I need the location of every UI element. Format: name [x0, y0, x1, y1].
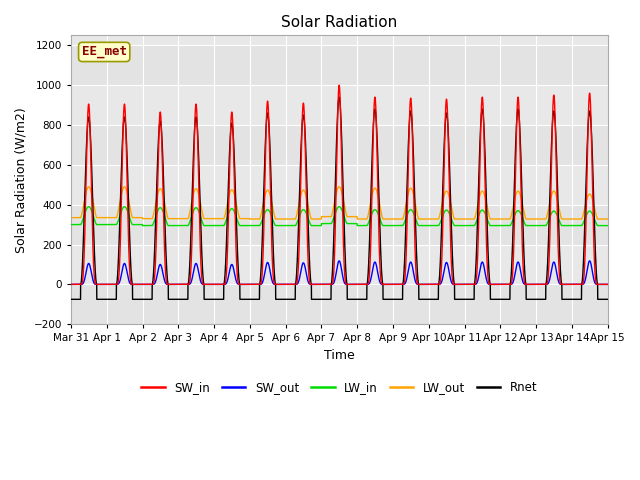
LW_in — [335, 204, 343, 210]
LW_in — [319, 221, 327, 227]
LW_out — [319, 214, 327, 219]
Bar — [71, 204, 608, 244]
Line: LW_in: LW_in — [71, 207, 607, 226]
Line: Rnet: Rnet — [71, 97, 607, 300]
LW_out — [604, 216, 611, 222]
Rnet — [67, 297, 75, 302]
SW_in — [319, 281, 327, 287]
Legend: SW_in, SW_out, LW_in, LW_out, Rnet: SW_in, SW_out, LW_in, LW_out, Rnet — [136, 377, 542, 399]
LW_out — [460, 216, 467, 222]
LW_in — [67, 222, 75, 228]
SW_in — [603, 281, 611, 287]
LW_in — [604, 223, 611, 228]
LW_out — [490, 216, 498, 222]
LW_in — [490, 223, 498, 228]
SW_out — [319, 281, 327, 287]
Title: Solar Radiation: Solar Radiation — [281, 15, 397, 30]
Rnet — [460, 297, 467, 302]
Line: SW_in: SW_in — [71, 85, 607, 284]
Bar — [71, 45, 608, 85]
SW_in — [490, 281, 498, 287]
SW_out — [460, 281, 467, 287]
Line: SW_out: SW_out — [71, 261, 607, 284]
Rnet — [604, 297, 611, 302]
LW_in — [460, 223, 467, 228]
LW_out — [67, 215, 75, 220]
LW_in — [164, 222, 172, 228]
LW_in — [604, 223, 611, 228]
LW_in — [430, 223, 438, 228]
SW_in — [67, 281, 75, 287]
SW_in — [164, 281, 172, 287]
SW_in — [430, 281, 438, 287]
SW_out — [586, 258, 593, 264]
Rnet — [164, 276, 172, 282]
Text: EE_met: EE_met — [82, 46, 127, 59]
Rnet — [335, 94, 343, 100]
SW_out — [604, 281, 611, 287]
SW_in — [460, 281, 467, 287]
LW_out — [604, 216, 611, 222]
Rnet — [603, 297, 611, 302]
Rnet — [490, 297, 498, 302]
Y-axis label: Solar Radiation (W/m2): Solar Radiation (W/m2) — [15, 107, 28, 252]
Rnet — [319, 297, 327, 302]
Bar — [71, 284, 608, 324]
LW_in — [139, 223, 147, 228]
SW_in — [335, 82, 343, 88]
LW_out — [164, 214, 172, 219]
LW_out — [430, 216, 438, 222]
Rnet — [430, 297, 438, 302]
LW_out — [246, 216, 253, 222]
SW_out — [430, 281, 438, 287]
SW_out — [164, 281, 172, 287]
Bar — [71, 125, 608, 165]
LW_out — [335, 184, 343, 190]
SW_out — [67, 281, 75, 287]
SW_out — [603, 281, 611, 287]
Line: LW_out: LW_out — [71, 187, 607, 219]
SW_in — [604, 281, 611, 287]
X-axis label: Time: Time — [324, 349, 355, 362]
SW_out — [490, 281, 497, 287]
